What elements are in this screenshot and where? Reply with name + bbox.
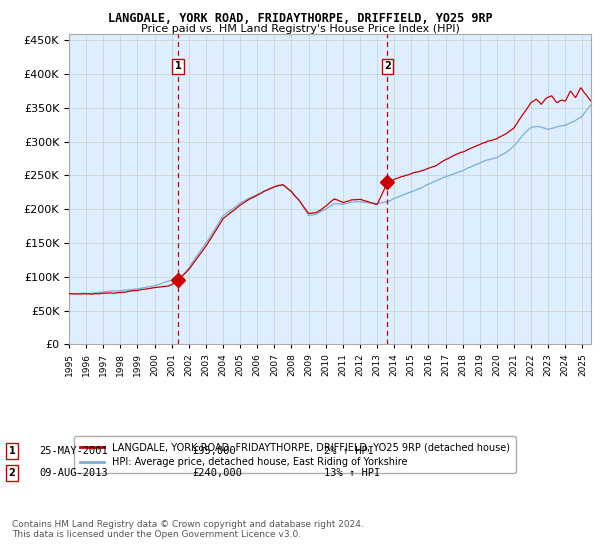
Legend: LANGDALE, YORK ROAD, FRIDAYTHORPE, DRIFFIELD, YO25 9RP (detached house), HPI: Av: LANGDALE, YORK ROAD, FRIDAYTHORPE, DRIFF… bbox=[74, 436, 515, 473]
Text: 2: 2 bbox=[384, 61, 391, 71]
Text: 13% ↑ HPI: 13% ↑ HPI bbox=[324, 468, 380, 478]
Text: 1: 1 bbox=[8, 446, 16, 456]
Text: This data is licensed under the Open Government Licence v3.0.: This data is licensed under the Open Gov… bbox=[12, 530, 301, 539]
Text: £95,000: £95,000 bbox=[192, 446, 236, 456]
Text: 25-MAY-2001: 25-MAY-2001 bbox=[39, 446, 108, 456]
Text: 09-AUG-2013: 09-AUG-2013 bbox=[39, 468, 108, 478]
Text: 1: 1 bbox=[175, 61, 182, 71]
Text: 2: 2 bbox=[8, 468, 16, 478]
Text: Contains HM Land Registry data © Crown copyright and database right 2024.: Contains HM Land Registry data © Crown c… bbox=[12, 520, 364, 529]
Text: Price paid vs. HM Land Registry's House Price Index (HPI): Price paid vs. HM Land Registry's House … bbox=[140, 24, 460, 34]
Text: 2% ↑ HPI: 2% ↑ HPI bbox=[324, 446, 374, 456]
Text: £240,000: £240,000 bbox=[192, 468, 242, 478]
Text: LANGDALE, YORK ROAD, FRIDAYTHORPE, DRIFFIELD, YO25 9RP: LANGDALE, YORK ROAD, FRIDAYTHORPE, DRIFF… bbox=[107, 12, 493, 25]
